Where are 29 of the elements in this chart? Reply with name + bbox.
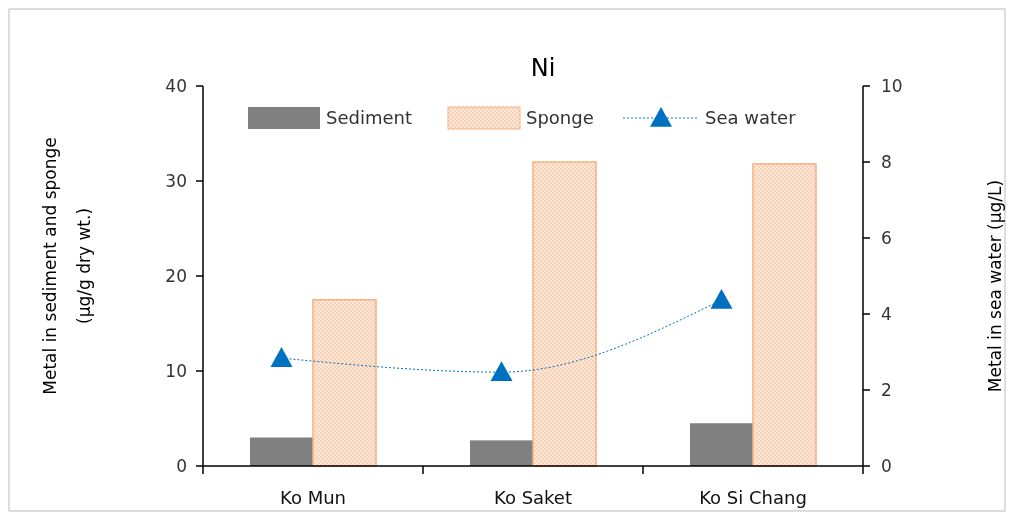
x-tick-label: Ko Si Chang (699, 487, 807, 508)
y2-tick-label: 4 (881, 304, 892, 324)
x-tick-label: Ko Mun (280, 487, 346, 508)
y2-tick-label: 2 (881, 380, 892, 400)
bar (690, 423, 753, 466)
y2-tick-label: 10 (881, 76, 903, 96)
y2-tick-label: 0 (881, 456, 892, 476)
bar (470, 440, 533, 466)
point (270, 347, 293, 367)
legend-label: Sea water (705, 107, 797, 128)
y2-tick-label: 6 (881, 228, 892, 248)
point (710, 288, 733, 309)
chart-title: Ni (530, 54, 556, 82)
y-tick-label: 0 (176, 456, 187, 476)
y-axis-title: Metal in sediment and sponge (µg/g dry wt.) (40, 137, 94, 395)
y-tick-label: 40 (165, 76, 187, 96)
legend-label: Sediment (326, 107, 413, 128)
x-tick-label: Ko Saket (493, 487, 573, 508)
y2-tick-label: 8 (881, 152, 892, 172)
bar (250, 437, 313, 466)
bar (312, 299, 377, 467)
y-tick-label: 30 (165, 171, 187, 191)
bar (752, 163, 817, 467)
legend-label: Sponge (526, 107, 594, 128)
y-tick-label: 20 (165, 266, 187, 286)
bar (532, 161, 597, 467)
point (490, 361, 513, 381)
y2-axis-title: Metal in sea water (µg/L) (985, 179, 1005, 393)
y-tick-label: 10 (165, 361, 187, 381)
